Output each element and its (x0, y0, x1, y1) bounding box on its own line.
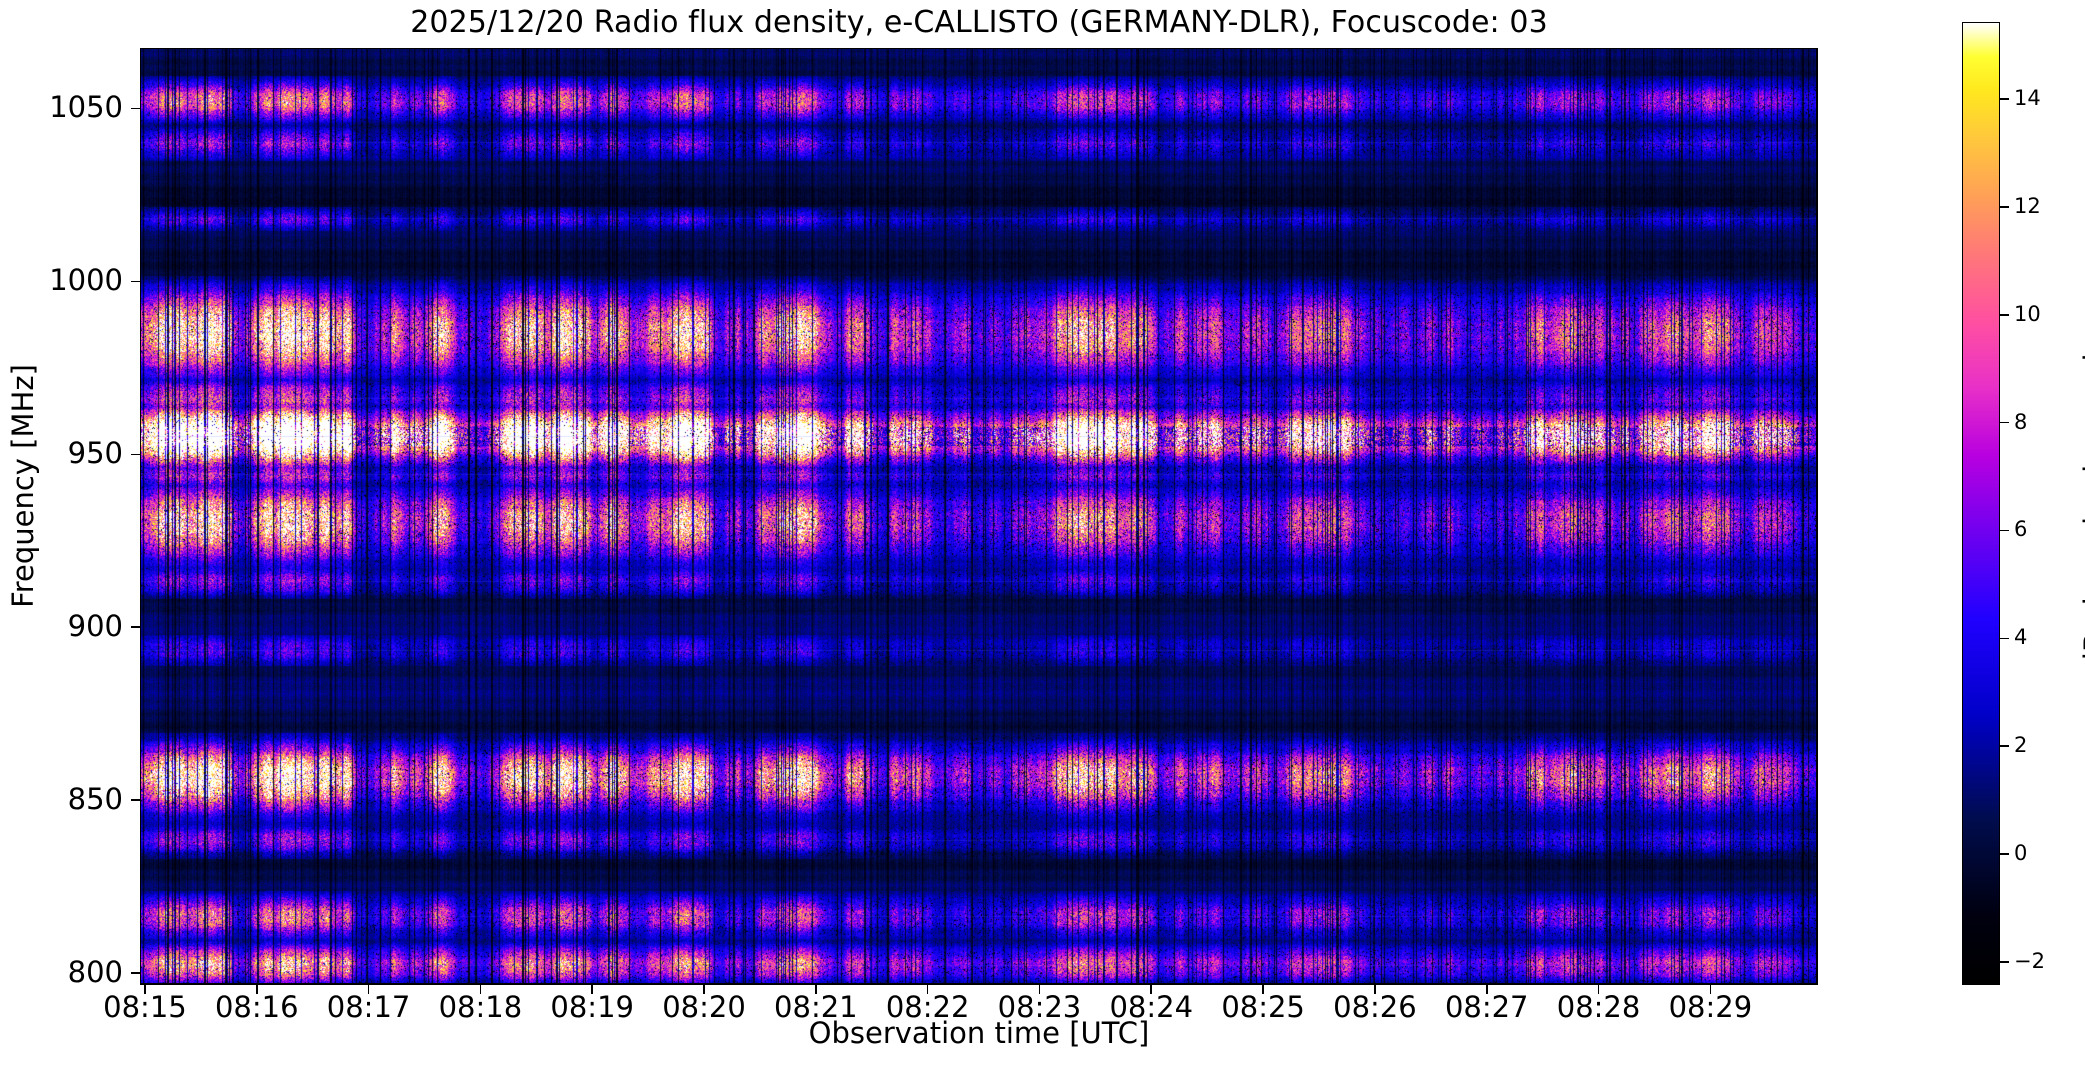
x-tick-label: 08:22 (885, 990, 970, 1024)
colorbar-tick-mark (2000, 637, 2009, 640)
x-tick-mark (1374, 985, 1376, 994)
colorbar-tick-label: 6 (2014, 517, 2028, 542)
x-tick-label: 08:26 (1333, 990, 1417, 1024)
x-tick-mark (1038, 985, 1041, 994)
y-tick-mark (131, 107, 140, 110)
x-tick-label: 08:15 (103, 990, 187, 1024)
colorbar-tick-mark (2000, 745, 2009, 747)
colorbar-tick-label: 10 (2014, 301, 2041, 326)
x-tick-mark (367, 985, 370, 994)
colorbar-gradient (1963, 23, 1999, 984)
x-tick-label: 08:28 (1556, 990, 1641, 1024)
colorbar-tick-label: −2 (2014, 948, 2045, 973)
y-tick-mark (131, 453, 140, 456)
x-tick-label: 08:18 (438, 990, 523, 1024)
x-tick-mark (1150, 985, 1153, 994)
y-tick-label: 1050 (49, 90, 123, 125)
x-tick-mark (1262, 985, 1264, 994)
x-tick-label: 08:29 (1668, 990, 1753, 1024)
y-tick-label: 950 (67, 436, 123, 471)
x-tick-label: 08:17 (326, 990, 411, 1024)
colorbar-tick-label: 4 (2014, 625, 2028, 650)
x-tick-label: 08:16 (214, 990, 299, 1024)
colorbar-tick-mark (2000, 206, 2009, 208)
colorbar-tick-mark (2000, 421, 2009, 424)
x-tick-label: 08:27 (1444, 990, 1529, 1024)
y-tick-label: 800 (67, 955, 123, 990)
colorbar-tick-label: 14 (2014, 86, 2041, 111)
colorbar-tick-label: 2 (2014, 733, 2028, 758)
x-tick-mark (1597, 985, 1600, 994)
y-tick-label: 850 (67, 782, 123, 817)
x-tick-mark (703, 985, 705, 994)
colorbar (1962, 22, 2000, 985)
x-axis-label: Observation time [UTC] (808, 1016, 1150, 1050)
y-tick-mark (131, 799, 140, 802)
colorbar-tick-mark (2000, 961, 2009, 963)
colorbar-tick-mark (2000, 529, 2009, 532)
x-tick-label: 08:25 (1221, 990, 1305, 1024)
colorbar-tick-label: 12 (2014, 193, 2041, 218)
x-tick-mark (815, 985, 817, 994)
x-tick-mark (1485, 985, 1488, 994)
y-tick-mark (131, 626, 140, 629)
colorbar-tick-mark (2000, 98, 2009, 100)
x-tick-mark (255, 985, 258, 994)
x-tick-label: 08:19 (550, 990, 634, 1024)
y-tick-label: 900 (67, 609, 123, 644)
x-tick-label: 08:23 (997, 990, 1082, 1024)
x-tick-mark (591, 985, 593, 994)
colorbar-tick-label: 0 (2014, 840, 2028, 865)
spectrogram-canvas (141, 49, 1816, 983)
y-tick-mark (131, 972, 140, 975)
y-axis-label: Frequency [MHz] (6, 364, 40, 608)
y-tick-label: 1000 (49, 263, 123, 298)
colorbar-tick-label: 8 (2014, 409, 2028, 434)
spectrogram-plot-area (140, 48, 1818, 985)
x-tick-mark (1709, 985, 1712, 994)
x-tick-label: 08:24 (1109, 990, 1194, 1024)
x-tick-mark (144, 985, 146, 994)
colorbar-tick-mark (2000, 853, 2009, 855)
x-tick-label: 08:20 (662, 990, 746, 1024)
colorbar-tick-mark (2000, 313, 2009, 316)
x-tick-label: 08:21 (774, 990, 858, 1024)
chart-title: 2025/12/20 Radio flux density, e-CALLIST… (410, 5, 1548, 40)
y-tick-mark (131, 280, 140, 283)
colorbar-label: dB above background (2078, 353, 2085, 671)
x-tick-mark (479, 985, 482, 994)
x-tick-mark (926, 985, 929, 994)
